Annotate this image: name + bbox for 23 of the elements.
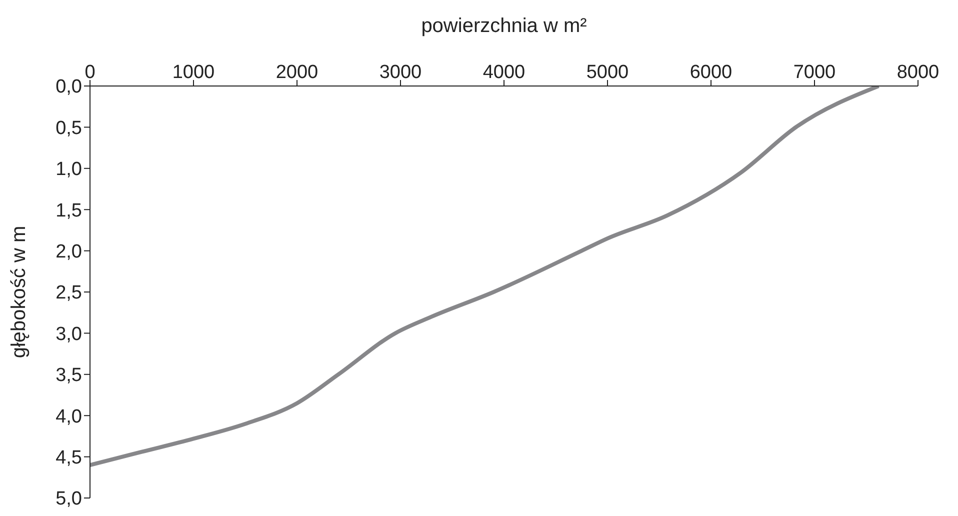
y-tick-label: 5,0: [56, 488, 82, 510]
x-tick-label: 5000: [586, 62, 629, 83]
line-series: [90, 86, 881, 468]
x-tick-label: 3000: [379, 62, 422, 83]
x-axis-title: powierzchnia w m²: [421, 15, 588, 38]
y-tick-label: 0,5: [56, 118, 82, 139]
y-tick-label: 0,0: [56, 76, 82, 98]
x-tick-label: 7000: [793, 62, 836, 83]
x-tick-label: 2000: [276, 62, 318, 83]
x-tick-label: 6000: [690, 62, 732, 83]
y-tick-label: 3,5: [56, 365, 82, 386]
y-tick-label: 2,5: [56, 282, 82, 304]
y-tick-label: 3,0: [56, 324, 82, 345]
x-tick-label: 0: [84, 62, 96, 83]
y-tick-label: 4,5: [56, 448, 82, 469]
y-tick-label: 1,5: [56, 200, 82, 222]
x-tick-label: 8000: [896, 62, 940, 83]
x-tick-label: 4000: [482, 62, 526, 83]
y-tick-label: 2,0: [56, 242, 82, 263]
x-tick-label: 1000: [172, 62, 215, 83]
y-tick-label: 4,0: [56, 406, 82, 428]
y-tick-label: 1,0: [56, 159, 82, 180]
y-axis-title: głębokość w m: [8, 226, 30, 358]
